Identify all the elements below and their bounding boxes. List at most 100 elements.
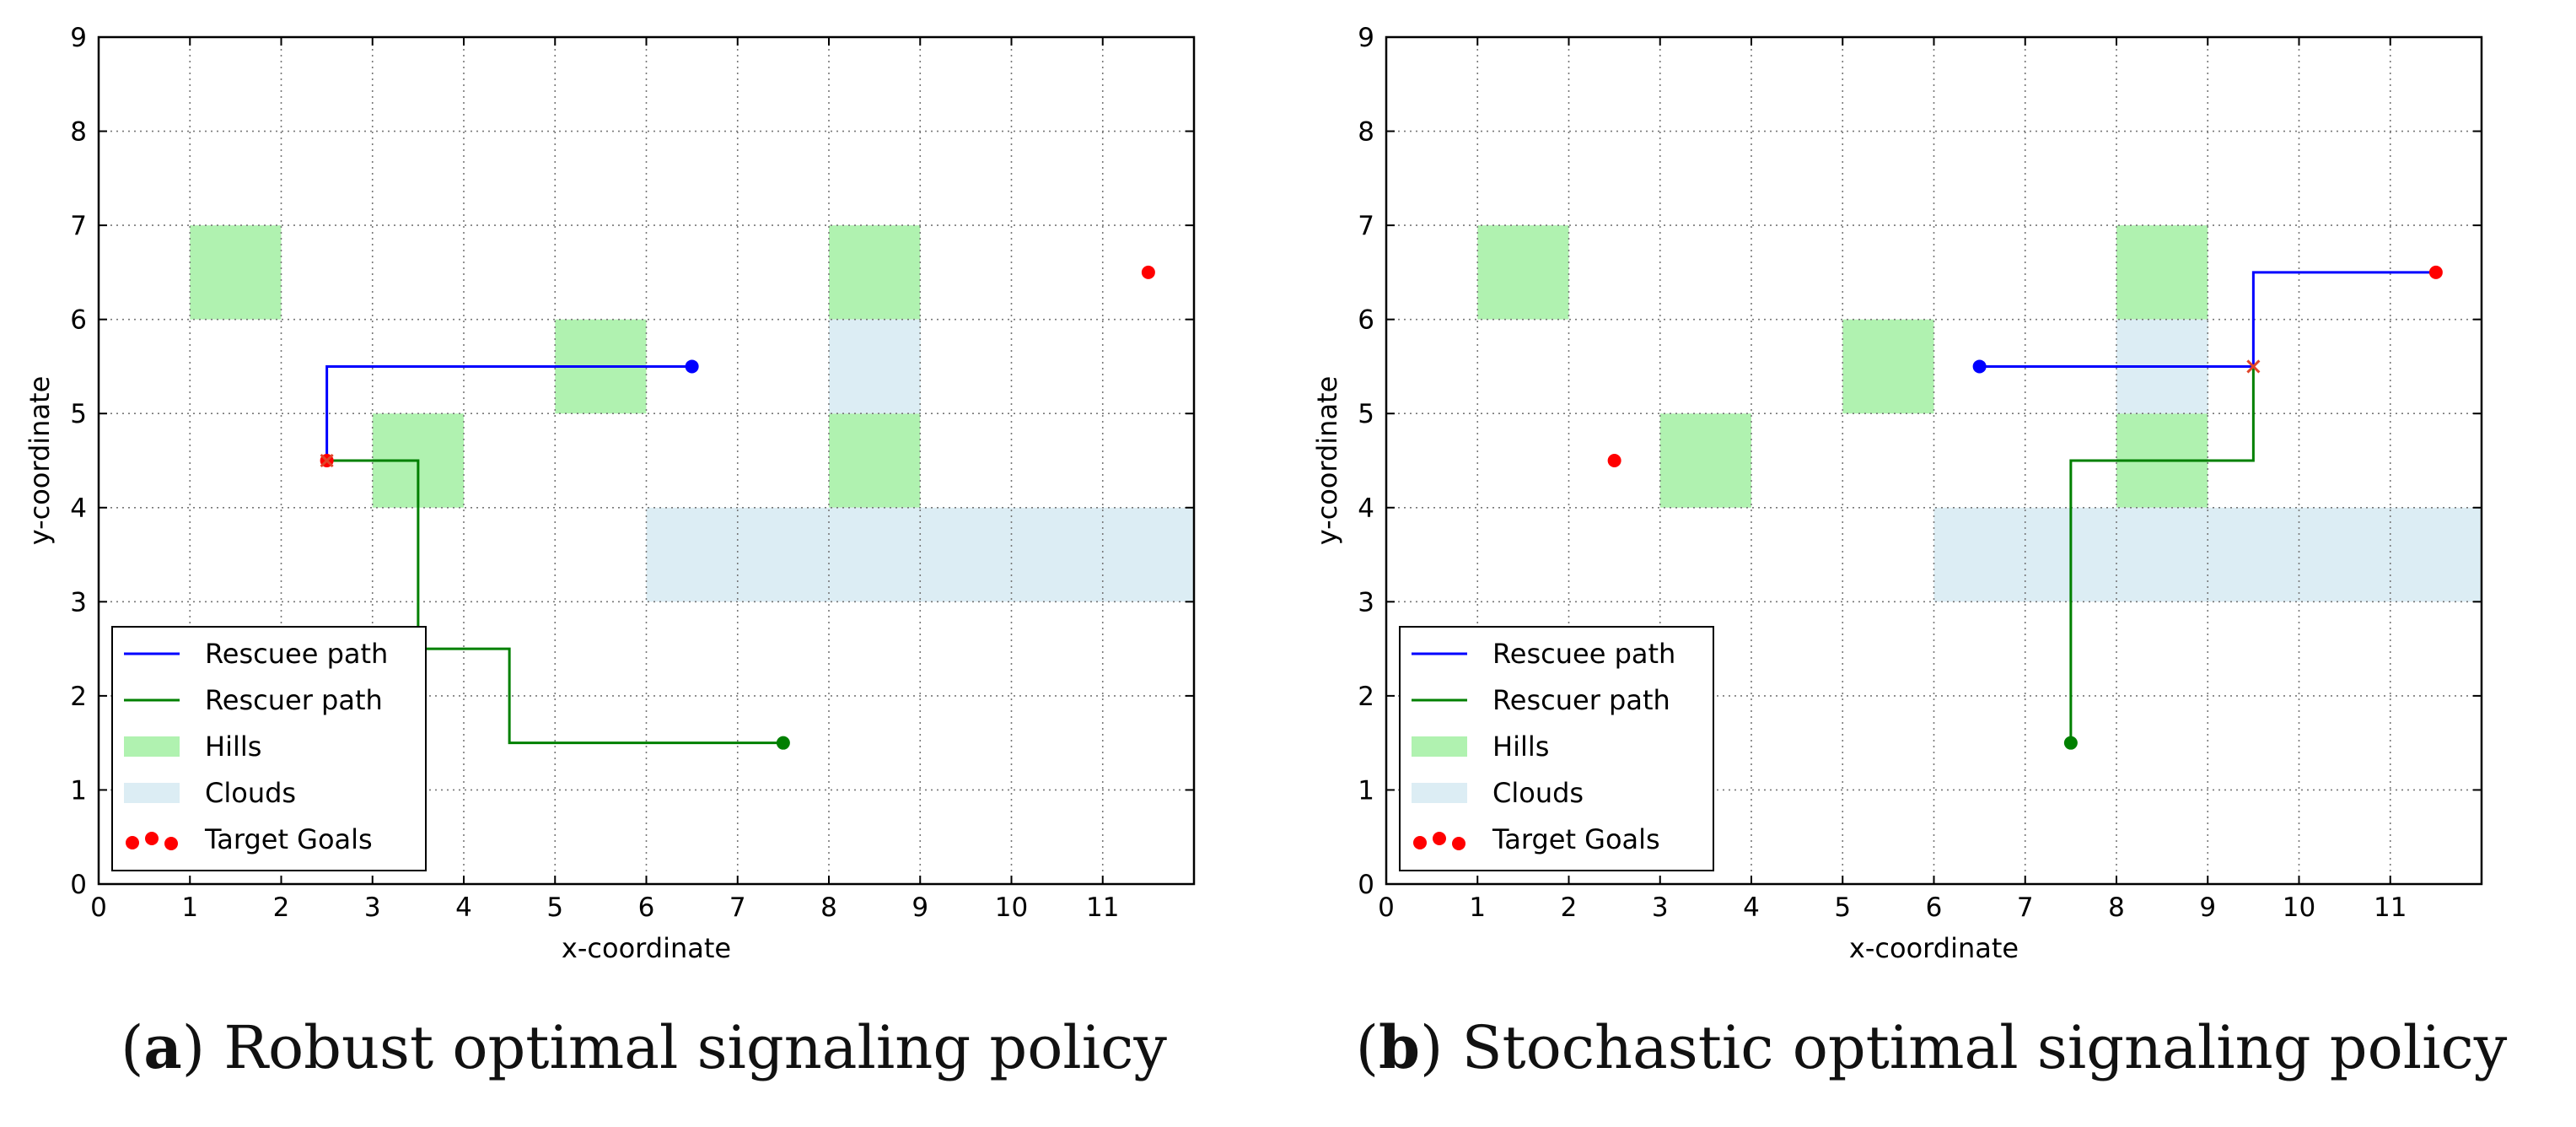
legend-label: Target Goals	[204, 823, 373, 855]
chart-panel-b: 0 1 2 3 4 5 6 7 8 9 10 11 0 1 2 3 4 5 6 7 8 9 x-coordinate y-co…	[1288, 0, 2575, 1127]
x-tick-label: 6	[638, 892, 655, 923]
x-tick-label: 1	[1469, 892, 1486, 923]
cloud-cell	[2116, 507, 2208, 602]
rescuer-start-point	[2063, 736, 2078, 750]
cloud-cell	[737, 507, 830, 602]
meeting-point-marker	[2246, 359, 2261, 374]
chart-a-svg: 0 1 2 3 4 5 6 7 8 9 10 11 0 1 2 3 4 5 6 7 8 9 x-coordinate y-co…	[24, 23, 1196, 964]
y-tick-label: 2	[1358, 682, 1374, 712]
legend-label: Clouds	[1492, 777, 1584, 809]
legend-label: Rescuee path	[1492, 638, 1675, 670]
y-tick-label: 1	[1358, 775, 1374, 806]
caption-a-title: Robust optimal signaling policy	[223, 1013, 1167, 1082]
y-axis-label: y-coordinate	[24, 376, 56, 546]
x-tick-label: 4	[455, 892, 472, 923]
legend-target-handle	[1433, 832, 1446, 845]
cloud-cell	[1011, 507, 1104, 602]
hill-cell	[2116, 225, 2208, 320]
legend-target-handle	[1413, 836, 1427, 849]
caption-a: (a) Robust optimal signaling policy	[121, 1012, 1167, 1082]
x-tick-label: 10	[995, 892, 1028, 923]
x-tick-label: 10	[2283, 892, 2315, 923]
y-tick-label: 1	[70, 775, 87, 806]
caption-b-title: Stochastic optimal signaling policy	[1461, 1013, 2508, 1082]
legend-label: Rescuer path	[1492, 684, 1670, 716]
x-tick-label: 0	[1378, 892, 1395, 923]
legend-label: Target Goals	[1492, 823, 1660, 855]
legend-target-handle	[1452, 837, 1465, 850]
hill-cell	[1659, 413, 1751, 508]
x-axis-label: x-coordinate	[1849, 932, 2019, 964]
caption-a-letter: a	[143, 1012, 182, 1082]
y-tick-label: 0	[70, 870, 87, 900]
y-tick-label: 4	[70, 493, 87, 524]
legend-target-handle	[164, 837, 178, 850]
rescuer-start-point	[776, 736, 790, 750]
legend-label: Rescuer path	[205, 684, 383, 716]
legend-label: Hills	[205, 731, 261, 763]
x-tick-label: 6	[1926, 892, 1943, 923]
cloud-cell	[2390, 507, 2482, 602]
rescuee-start-point	[685, 359, 699, 374]
legend-target-handle	[145, 832, 159, 845]
y-tick-label: 8	[1358, 117, 1374, 148]
y-tick-label: 7	[70, 211, 87, 241]
x-tick-label: 9	[912, 892, 928, 923]
chart-panel-a: 0 1 2 3 4 5 6 7 8 9 10 11 0 1 2 3 4 5 6 7 8 9 x-coordinate y-co…	[24, 23, 1196, 1082]
y-tick-label: 9	[1358, 23, 1374, 53]
x-tick-label: 11	[2374, 892, 2407, 923]
rescuee-start-point	[1972, 359, 1987, 374]
y-tick-label: 8	[70, 117, 87, 148]
cloud-cell	[2299, 507, 2391, 602]
x-tick-label: 8	[820, 892, 837, 923]
cloud-cell	[1102, 507, 1195, 602]
caption-b: (b) Stochastic optimal signaling policy	[1355, 1012, 2508, 1082]
legend-clouds-handle	[1412, 783, 1467, 803]
y-tick-label: 9	[70, 23, 87, 53]
cloud-cell	[829, 507, 921, 602]
hill-cell	[829, 225, 921, 320]
x-axis-label: x-coordinate	[562, 932, 731, 964]
x-tick-label: 7	[2017, 892, 2034, 923]
y-tick-label: 6	[70, 305, 87, 336]
x-tick-label: 3	[1652, 892, 1669, 923]
y-tick-label: 3	[70, 587, 87, 617]
legend-target-handle	[126, 836, 139, 849]
y-tick-label: 7	[1358, 211, 1374, 241]
y-tick-label: 4	[1358, 493, 1374, 524]
x-tick-label: 5	[1834, 892, 1851, 923]
legend-label: Rescuee path	[205, 638, 388, 670]
x-tick-label: 2	[273, 892, 290, 923]
hill-cell	[829, 413, 921, 508]
meeting-point-marker	[320, 453, 334, 468]
target-goal-point	[1607, 454, 1621, 467]
x-tick-label: 7	[729, 892, 746, 923]
y-tick-label: 6	[1358, 305, 1374, 336]
target-goal-point	[2428, 265, 2443, 279]
legend-label: Clouds	[205, 777, 296, 809]
y-tick-label: 0	[1358, 870, 1374, 900]
caption-b-letter: b	[1379, 1012, 1420, 1082]
y-tick-label: 3	[1358, 587, 1374, 617]
target-goal-point	[1141, 265, 1155, 279]
hill-cell	[1842, 319, 1934, 414]
y-tick-label: 5	[70, 399, 87, 429]
rescuee-path-line	[325, 364, 692, 461]
legend-hills-handle	[1412, 736, 1467, 757]
hill-cell	[1477, 225, 1569, 320]
chart-b-svg: 0 1 2 3 4 5 6 7 8 9 10 11 0 1 2 3 4 5 6 7 8 9 x-coordinate y-co…	[1311, 23, 2483, 964]
y-tick-label: 2	[70, 682, 87, 712]
hill-cell	[190, 225, 282, 320]
legend-label: Hills	[1492, 731, 1549, 763]
cloud-cell	[829, 319, 921, 414]
cloud-cell	[920, 507, 1012, 602]
x-tick-label: 1	[181, 892, 198, 923]
cloud-cell	[1933, 507, 2026, 602]
x-tick-label: 3	[364, 892, 381, 923]
cloud-cell	[2208, 507, 2299, 602]
x-tick-label: 0	[90, 892, 107, 923]
legend-clouds-handle	[124, 783, 180, 803]
x-tick-label: 9	[2199, 892, 2216, 923]
x-tick-label: 4	[1743, 892, 1760, 923]
y-axis-label: y-coordinate	[1311, 376, 1343, 546]
